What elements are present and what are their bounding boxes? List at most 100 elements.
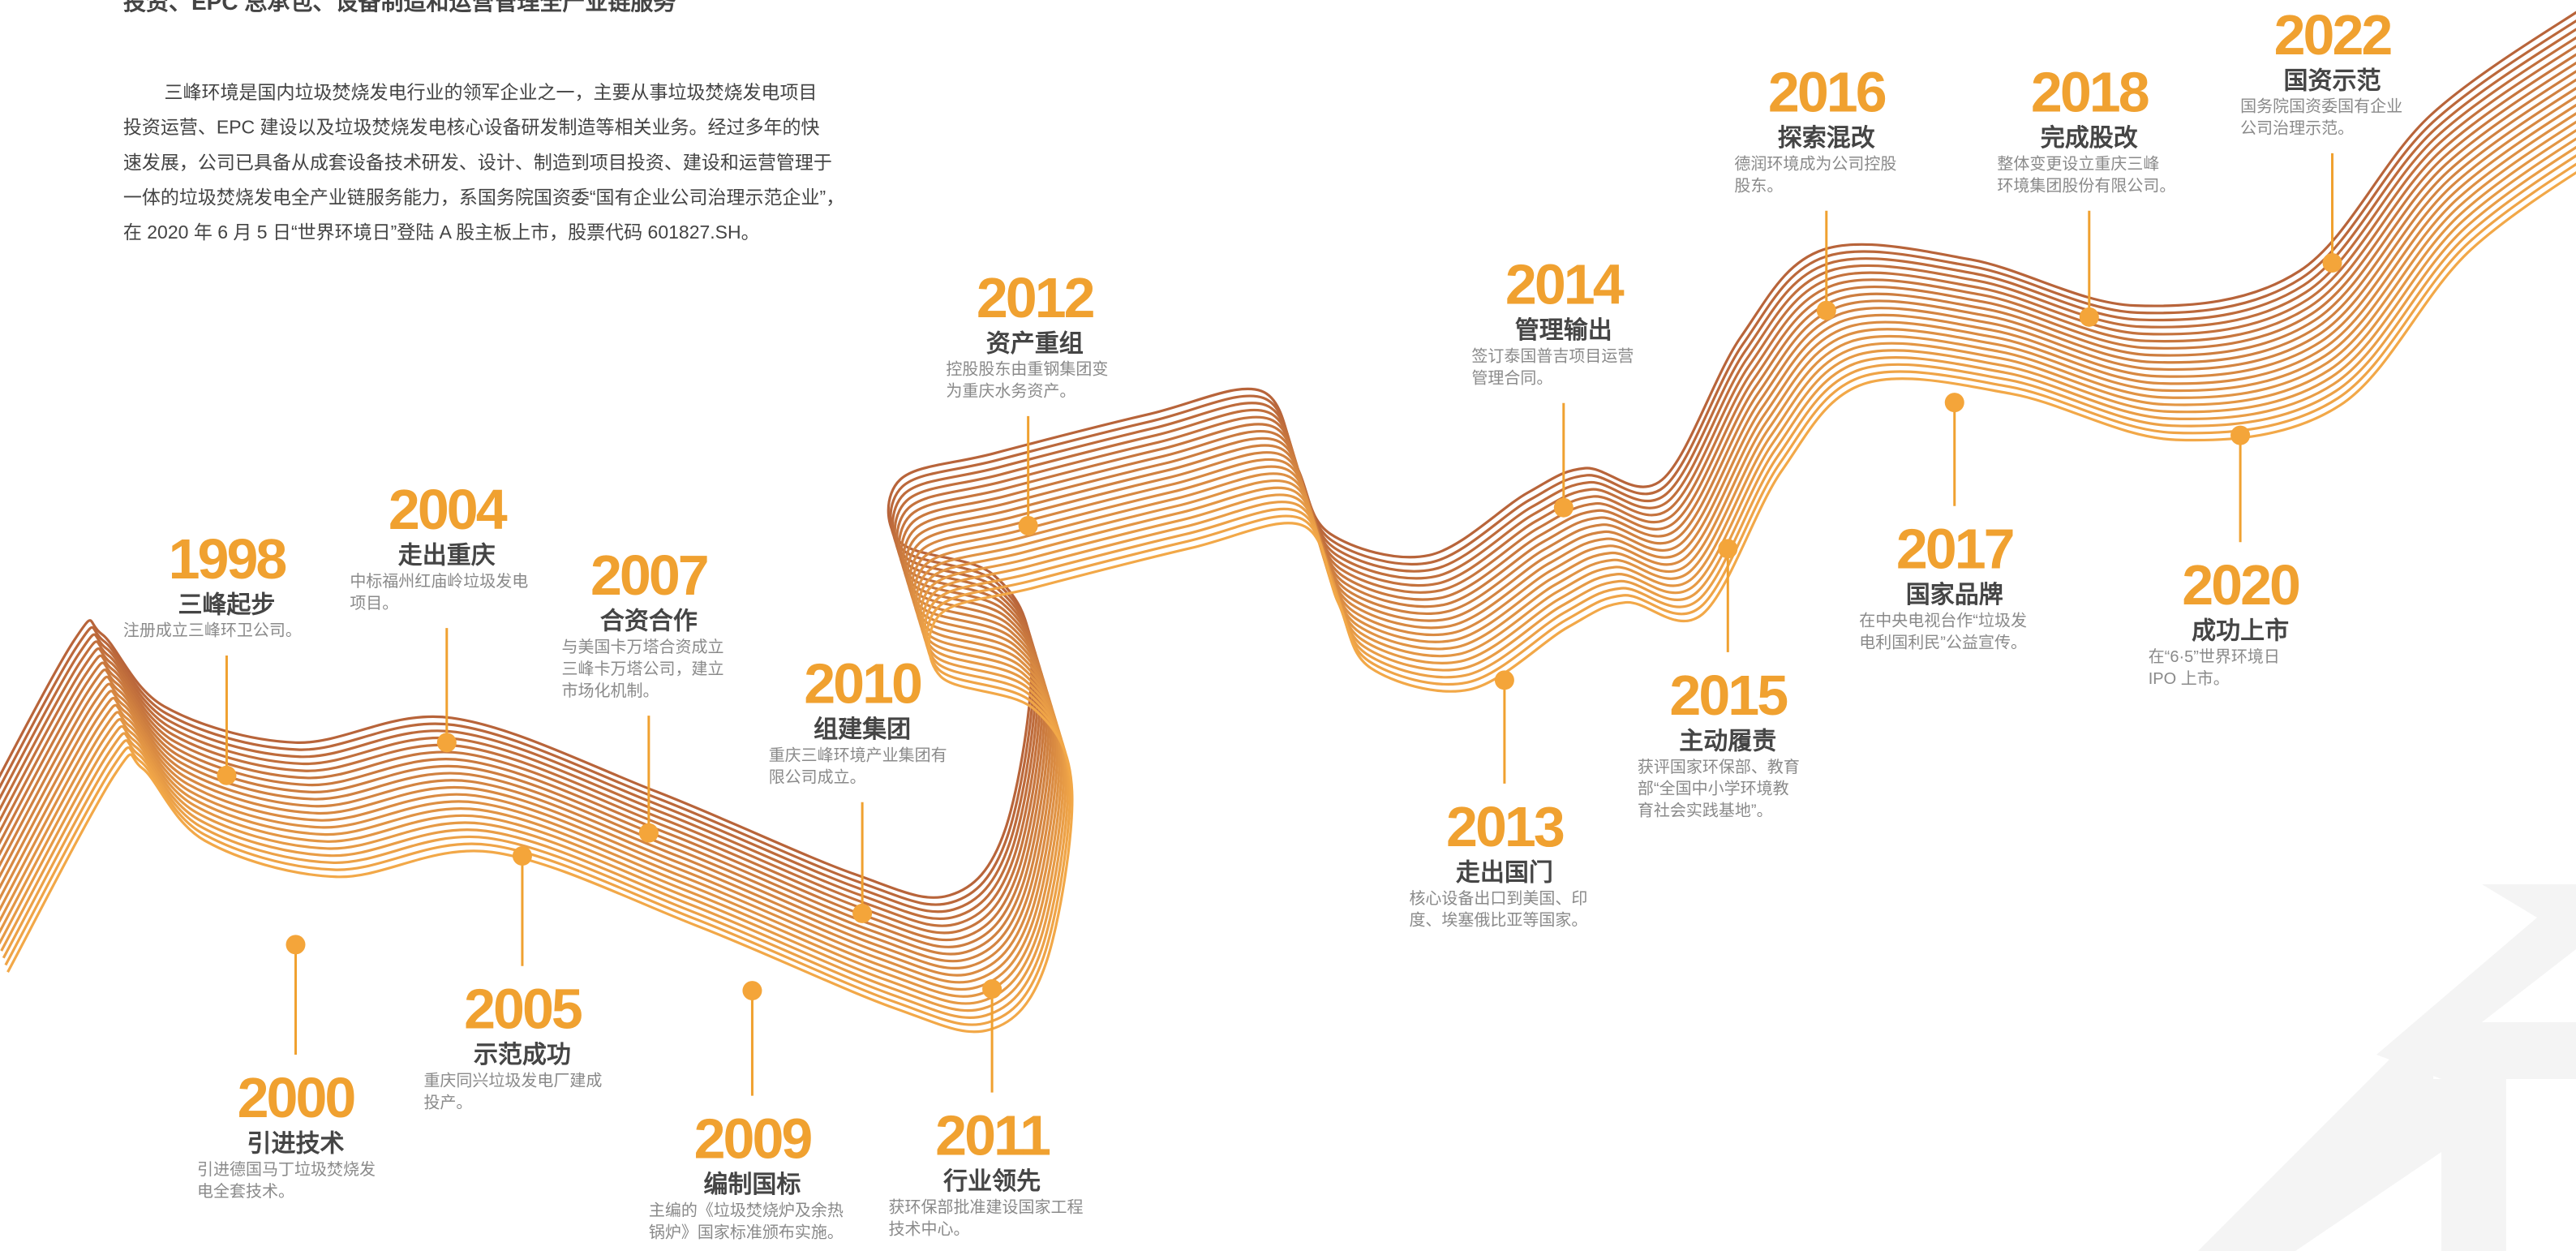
milestone-desc: 为重庆水务资产。: [946, 382, 1075, 401]
milestone-desc: 重庆同兴垃圾发电厂建成: [423, 1072, 602, 1090]
milestone-dot: [1718, 539, 1737, 558]
milestone-desc: 限公司成立。: [769, 768, 866, 787]
milestone-dot: [2230, 426, 2250, 445]
milestone-dot: [513, 846, 532, 866]
milestone-year: 2009: [694, 1107, 812, 1171]
milestone-year: 2015: [1669, 664, 1787, 727]
milestone-desc: 三峰卡万塔公司，建立: [562, 660, 724, 678]
milestone-dot: [639, 823, 659, 843]
milestone-year: 2020: [2182, 553, 2299, 617]
milestone-desc: 获评国家环保部、教育: [1638, 758, 1800, 776]
milestone-dot: [2080, 307, 2099, 327]
milestone-dot: [1945, 393, 1964, 412]
ribbon-strand: [0, 84, 2576, 982]
milestone-desc: 在“6·5”世界环境日: [2149, 647, 2280, 666]
milestone-year: 2014: [1505, 253, 1625, 316]
milestone-year: 2022: [2274, 3, 2392, 67]
ribbon-strand: [0, 42, 2576, 939]
milestone-desc: 重庆三峰环境产业集团有: [769, 746, 947, 765]
milestone-desc: 国务院国资委国有企业: [2240, 97, 2402, 116]
milestone-desc: 投产。: [423, 1093, 472, 1111]
milestone-title: 国资示范: [2284, 67, 2381, 94]
milestone-desc: 电利国利民”公益宣传。: [1859, 633, 2027, 651]
milestone-desc: 整体变更设立重庆三峰: [1997, 155, 2159, 174]
milestone-year: 2018: [2031, 61, 2149, 124]
milestone-dot: [217, 766, 236, 785]
milestone-title: 合资合作: [600, 608, 698, 635]
milestone-desc: 与美国卡万塔合资成立: [562, 638, 724, 656]
milestone-title: 成功上市: [2192, 617, 2289, 645]
milestone-desc: 核心设备出口到美国、印: [1409, 889, 1587, 908]
intro-line: 投资运营、EPC 建设以及垃圾焚烧发电核心设备研发制造等相关业务。经过多年的快: [123, 117, 820, 138]
milestone-dot: [2323, 253, 2342, 273]
milestone-year: 2012: [977, 266, 1094, 329]
milestone-year: 2010: [804, 652, 921, 716]
milestone-dot: [1495, 670, 1514, 690]
intro-line: 速发展，公司已具备从成套设备技术研发、设计、制造到项目投资、建设和运营管理于: [123, 152, 832, 173]
page: 投资、EPC 总承包、设备制造和运营管理全产业链服务 三峰环境是国内垃圾焚烧发电…: [0, 0, 2576, 1251]
milestone-dot: [437, 733, 457, 752]
milestone-title: 引进技术: [247, 1131, 345, 1158]
milestone-title: 走出国门: [1456, 859, 1553, 886]
milestone-desc: 股东。: [1734, 177, 1783, 196]
milestone-title: 示范成功: [474, 1042, 571, 1068]
milestone-desc: 育社会实践基地”。: [1638, 802, 1773, 820]
milestone-desc: IPO 上市。: [2149, 669, 2230, 688]
milestone-dot: [286, 935, 306, 954]
milestone-desc: 项目。: [350, 595, 398, 613]
ribbon-strand: [0, 49, 2576, 947]
intro-line: 一体的垃圾焚烧发电全产业链服务能力，系国务院国资委“国有企业公司治理示范企业”，: [123, 187, 844, 208]
milestone-year: 1998: [169, 527, 286, 591]
milestone: 2004走出重庆中标福州红庙岭垃圾发电项目。: [350, 478, 528, 752]
milestone-title: 国家品牌: [1906, 582, 2003, 608]
milestone-title: 走出重庆: [398, 543, 496, 570]
milestone-year: 2007: [590, 544, 707, 607]
milestone-year: 2016: [1768, 61, 1886, 124]
milestone-desc: 环境集团股份有限公司。: [1997, 177, 2175, 196]
milestone-desc: 控股股东由重钢集团变: [946, 360, 1108, 379]
milestone-year: 2000: [238, 1066, 355, 1129]
milestone-desc: 获环保部批准建设国家工程: [889, 1197, 1084, 1216]
milestone-title: 三峰起步: [178, 591, 275, 618]
milestone-year: 2011: [935, 1104, 1050, 1167]
milestone-title: 探索混改: [1778, 125, 1875, 152]
milestone-desc: 锅炉》国家标准颁布实施。: [649, 1223, 844, 1241]
background-arrows: [2198, 884, 2576, 1251]
milestone-desc: 部“全国中小学环境教: [1638, 780, 1789, 798]
milestone-desc: 电全套技术。: [197, 1182, 294, 1201]
header-title: 投资、EPC 总承包、设备制造和运营管理全产业链服务: [123, 0, 676, 15]
milestone-title: 组建集团: [814, 716, 911, 743]
milestone-desc: 市场化机制。: [562, 681, 659, 700]
milestone-title: 完成股改: [2041, 124, 2138, 152]
milestone-year: 2017: [1896, 518, 2013, 581]
milestone-desc: 德润环境成为公司控股: [1734, 155, 1896, 174]
intro-line: 三峰环境是国内垃圾焚烧发电行业的领军企业之一，主要从事垃圾焚烧发电项目: [165, 82, 818, 103]
milestone-dot: [852, 904, 872, 923]
milestone-year: 2013: [1446, 795, 1564, 858]
milestone-dot: [1554, 498, 1574, 518]
milestone-desc: 公司治理示范。: [2240, 119, 2354, 138]
milestone-year: 2004: [389, 478, 508, 541]
milestone-desc: 引进德国马丁垃圾焚烧发: [197, 1160, 376, 1179]
milestone-year: 2005: [464, 978, 582, 1041]
milestone-desc: 管理合同。: [1471, 368, 1552, 387]
milestone-desc: 主编的《垃圾焚烧炉及余热: [649, 1202, 844, 1220]
intro-line: 在 2020 年 6 月 5 日“世界环境日”登陆 A 股主板上市，股票代码 6…: [123, 221, 760, 243]
intro-text: 三峰环境是国内垃圾焚烧发电行业的领军企业之一，主要从事垃圾焚烧发电项目投资运营、…: [123, 82, 844, 243]
milestone-dot: [982, 979, 1002, 999]
milestone-dot: [1019, 516, 1038, 535]
milestone-dot: [1817, 301, 1836, 320]
milestone: 2020成功上市在“6·5”世界环境日 IPO 上市。: [2149, 426, 2299, 688]
milestone-title: 资产重组: [986, 329, 1084, 357]
milestone-title: 主动履责: [1679, 728, 1776, 754]
milestone-title: 编制国标: [703, 1171, 801, 1198]
milestone-desc: 注册成立三峰环卫公司。: [123, 621, 302, 640]
milestone-title: 行业领先: [942, 1167, 1041, 1195]
milestone-desc: 中标福州红庙岭垃圾发电: [350, 572, 528, 591]
